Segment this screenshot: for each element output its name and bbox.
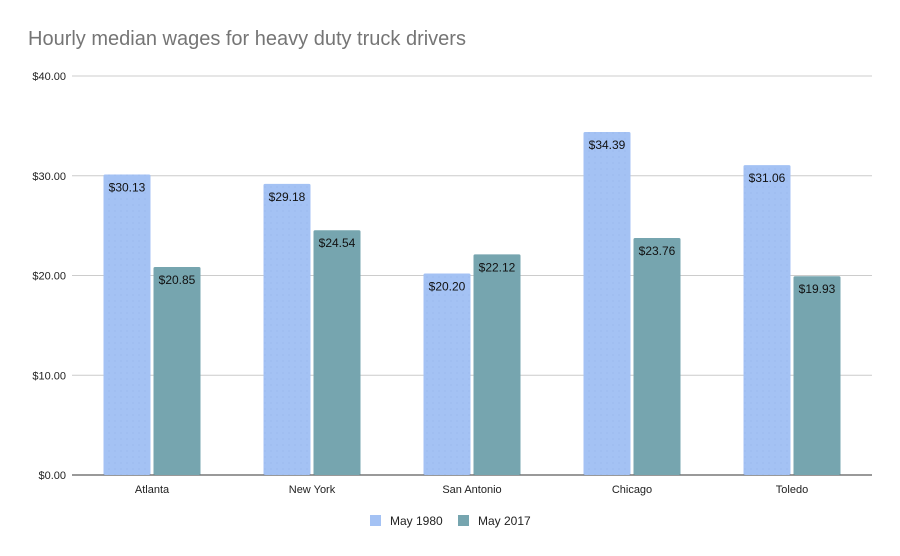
data-label: $34.39 bbox=[589, 138, 626, 152]
data-label: $20.20 bbox=[429, 280, 466, 294]
data-label: $31.06 bbox=[749, 171, 786, 185]
bar-may-2017 bbox=[313, 230, 361, 475]
bar-may-1980 bbox=[583, 131, 631, 475]
y-tick-label: $0.00 bbox=[38, 470, 66, 482]
legend-label: May 1980 bbox=[390, 514, 443, 528]
legend-swatch bbox=[370, 515, 381, 526]
legend-swatch bbox=[458, 515, 469, 526]
data-label: $19.93 bbox=[799, 282, 836, 296]
x-tick-label: Atlanta bbox=[135, 484, 170, 496]
data-label: $30.13 bbox=[109, 180, 146, 194]
bar-may-2017 bbox=[153, 267, 201, 475]
bar-may-1980 bbox=[743, 165, 791, 475]
bar-may-2017 bbox=[473, 254, 521, 475]
y-tick-label: $20.00 bbox=[32, 271, 66, 283]
data-label: $23.76 bbox=[639, 244, 676, 258]
bar-may-1980 bbox=[103, 174, 151, 475]
x-tick-label: New York bbox=[289, 484, 336, 496]
x-tick-label: San Antonio bbox=[442, 484, 501, 496]
x-tick-label: Toledo bbox=[776, 484, 808, 496]
y-tick-label: $10.00 bbox=[32, 370, 66, 382]
bar-may-2017 bbox=[633, 237, 681, 475]
legend-label: May 2017 bbox=[478, 514, 531, 528]
chart-title: Hourly median wages for heavy duty truck… bbox=[28, 28, 466, 50]
data-label: $29.18 bbox=[269, 190, 306, 204]
data-label: $24.54 bbox=[319, 236, 356, 250]
y-tick-label: $40.00 bbox=[32, 71, 66, 83]
bar-may-1980 bbox=[263, 183, 311, 475]
data-label: $22.12 bbox=[479, 260, 516, 274]
data-label: $20.85 bbox=[159, 273, 196, 287]
bar-may-2017 bbox=[793, 276, 841, 475]
x-tick-label: Chicago bbox=[612, 484, 652, 496]
bar-may-1980 bbox=[423, 273, 471, 475]
y-tick-label: $30.00 bbox=[32, 171, 66, 183]
